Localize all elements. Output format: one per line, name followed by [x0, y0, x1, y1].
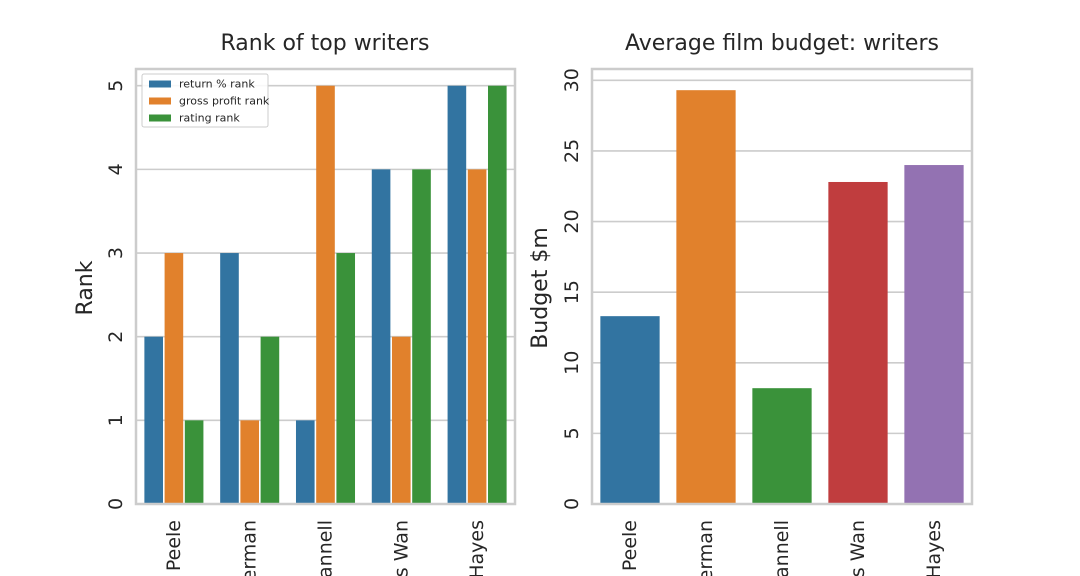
bar — [184, 420, 204, 504]
budget-chart-bars — [600, 90, 964, 505]
bar — [467, 169, 487, 504]
x-tick-label: erman — [239, 520, 261, 576]
budget-chart-title: Average film budget: writers — [625, 31, 939, 56]
rank-chart-ylabel: Rank — [73, 260, 98, 315]
bar — [316, 85, 335, 504]
bar — [220, 253, 239, 504]
bar — [295, 420, 315, 504]
bar — [336, 253, 356, 504]
legend-label: gross profit rank — [179, 95, 270, 108]
rank-chart-y-ticks: 0 1 2 3 4 5 — [105, 80, 127, 510]
x-tick-label: Hayes — [466, 520, 488, 576]
rank-chart-x-ticks: Peele erman annell s Wan Hayes — [163, 520, 488, 576]
bar — [260, 336, 280, 504]
bar — [752, 388, 812, 504]
legend-swatch — [149, 80, 171, 88]
budget-chart: Average film budget: writers 0 5 10 15 20 25 3… — [528, 31, 974, 576]
budget-chart-frame — [590, 67, 974, 506]
bar — [600, 316, 660, 504]
x-tick-label: annell — [771, 520, 793, 576]
rank-chart-bars — [144, 85, 507, 504]
bar — [904, 165, 964, 505]
rank-chart-title: Rank of top writers — [220, 31, 429, 56]
legend-swatch — [149, 97, 171, 105]
bar — [676, 90, 736, 505]
x-tick-label: erman — [695, 520, 717, 576]
y-tick-label: 25 — [561, 139, 583, 163]
bar — [144, 336, 163, 504]
y-tick-label: 2 — [105, 331, 127, 343]
bar — [391, 336, 411, 504]
x-tick-label: Peele — [163, 520, 185, 571]
legend-label: return % rank — [179, 78, 255, 91]
y-tick-label: 5 — [561, 427, 583, 439]
y-tick-label: 0 — [561, 498, 583, 510]
rank-chart-legend: return % rank gross profit rank rating ran… — [141, 73, 270, 128]
bar — [371, 169, 391, 504]
rank-chart-frame — [134, 67, 517, 506]
budget-chart-x-ticks: Peele erman annell s Wan Hayes — [619, 520, 945, 576]
x-tick-label: s Wan — [390, 520, 412, 576]
y-tick-label: 10 — [561, 351, 583, 375]
legend-box — [141, 73, 269, 128]
budget-chart-ylabel: Budget $m — [528, 227, 553, 349]
bar — [412, 169, 431, 504]
y-tick-label: 0 — [105, 498, 127, 510]
legend-label: rating rank — [179, 112, 240, 125]
y-tick-label: 1 — [105, 414, 127, 426]
bar — [164, 253, 184, 504]
rank-chart: Rank of top writers 0 1 2 3 4 5 Peele erman ann… — [73, 31, 517, 576]
y-tick-label: 15 — [561, 280, 583, 304]
y-tick-label: 5 — [105, 80, 127, 92]
y-tick-label: 30 — [561, 68, 583, 92]
y-tick-label: 3 — [105, 247, 127, 259]
bar — [240, 420, 260, 504]
y-tick-label: 20 — [561, 209, 583, 233]
x-tick-label: s Wan — [847, 520, 869, 576]
bar — [828, 181, 888, 505]
x-tick-label: annell — [315, 520, 337, 576]
x-tick-label: Hayes — [923, 520, 945, 576]
x-tick-label: Peele — [619, 520, 641, 571]
bar — [447, 85, 467, 504]
legend-swatch — [149, 114, 171, 122]
y-tick-label: 4 — [105, 163, 127, 175]
bar — [488, 85, 507, 504]
budget-chart-y-ticks: 0 5 10 15 20 25 30 — [561, 68, 583, 510]
